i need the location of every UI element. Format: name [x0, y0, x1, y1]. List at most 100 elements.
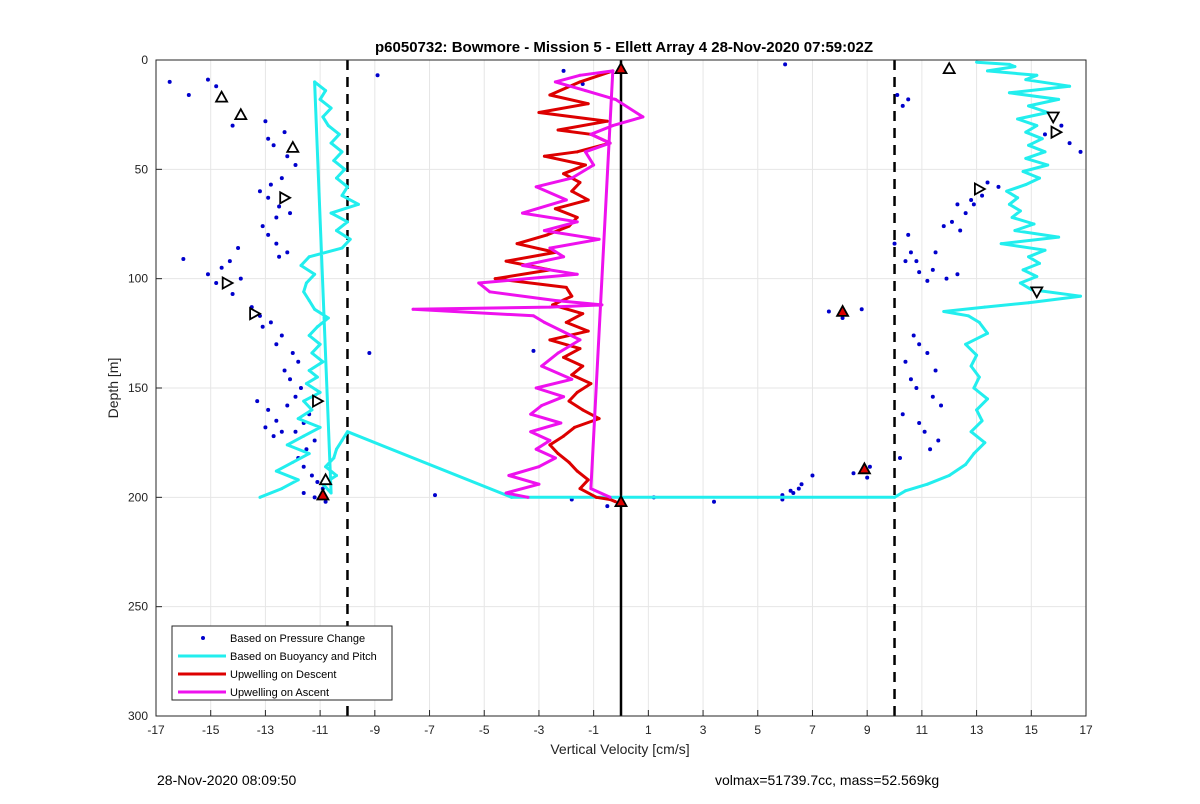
- series-point: [578, 80, 582, 84]
- series-point: [307, 334, 311, 338]
- series-point: [1018, 281, 1022, 285]
- x-tick-label: -9: [369, 723, 380, 737]
- series-point: [583, 89, 587, 93]
- pressure-point: [917, 342, 922, 347]
- pressure-point: [933, 250, 938, 255]
- series-point: [548, 438, 552, 442]
- y-tick-label: 200: [128, 490, 148, 504]
- x-tick-label: -5: [479, 723, 490, 737]
- series-point: [583, 150, 587, 154]
- series-point: [1035, 124, 1039, 128]
- pressure-point: [290, 351, 295, 356]
- series-point: [304, 281, 308, 285]
- legend-label: Based on Pressure Change: [230, 633, 365, 645]
- triangle-marker: [315, 487, 330, 501]
- pressure-point: [285, 250, 290, 255]
- series-point: [608, 498, 612, 502]
- pressure-point: [277, 204, 282, 209]
- pressure-point: [285, 154, 290, 159]
- series-point: [972, 452, 976, 456]
- triangle-marker: [312, 394, 325, 409]
- pressure-point: [840, 316, 845, 321]
- pressure-point: [799, 482, 804, 487]
- pressure-point: [892, 241, 897, 246]
- pressure-point: [266, 232, 271, 237]
- triangle-marker: [285, 140, 300, 153]
- series-point: [562, 434, 566, 438]
- series-point: [296, 478, 300, 482]
- legend-swatch-points: [201, 636, 205, 640]
- series-point: [531, 314, 535, 318]
- pressure-point: [791, 490, 796, 495]
- series-point: [600, 303, 604, 307]
- series-point: [611, 69, 615, 73]
- triangle-marker: [1029, 286, 1044, 300]
- series-point: [583, 163, 587, 167]
- pressure-point: [783, 62, 788, 67]
- legend-items: Based on Pressure Change Based on Buoyanc…: [178, 633, 377, 699]
- pressure-point: [263, 119, 268, 124]
- series-point: [335, 473, 339, 477]
- triangle-marker: [318, 472, 333, 486]
- series-point: [570, 294, 574, 298]
- series-point: [1027, 143, 1031, 147]
- series-point: [1007, 202, 1011, 206]
- pressure-point: [580, 82, 585, 87]
- series-point: [578, 180, 582, 184]
- series-point: [1079, 294, 1083, 298]
- triangle-marker: [613, 61, 629, 74]
- pressure-point: [219, 265, 224, 270]
- series-point: [477, 281, 481, 285]
- series-point: [488, 290, 492, 294]
- pressure-point: [312, 438, 317, 443]
- series-point: [313, 307, 317, 311]
- series-point: [318, 390, 322, 394]
- pressure-point: [274, 418, 279, 423]
- pressure-point: [271, 434, 276, 439]
- pressure-point: [914, 386, 919, 390]
- pressure-point: [944, 276, 949, 281]
- series-line: [411, 69, 645, 499]
- pressure-point: [867, 464, 872, 469]
- series-point: [980, 419, 984, 423]
- series-point: [307, 369, 311, 373]
- series-point: [521, 264, 525, 268]
- series-point: [1032, 222, 1036, 226]
- series-point: [280, 487, 284, 491]
- pressure-point: [288, 211, 293, 216]
- series-point: [332, 456, 336, 460]
- pressure-point: [186, 92, 191, 97]
- pressure-point: [296, 359, 301, 364]
- series-point: [340, 246, 344, 250]
- pressure-point: [205, 77, 210, 82]
- series-point: [562, 355, 566, 359]
- axis-ticks: -17 -15 -13 -11 -9 -7 -5 -3 -1 1 3 5 7 9 11 13 15 1705010…: [128, 53, 1093, 737]
- series-point: [1021, 170, 1025, 174]
- pressure-point: [900, 103, 905, 108]
- series-point: [326, 316, 330, 320]
- pressure-point: [531, 348, 536, 353]
- x-tick-label: -17: [147, 723, 165, 737]
- pressure-point: [323, 499, 328, 504]
- series-point: [315, 375, 319, 379]
- series-point: [335, 229, 339, 233]
- series-point: [1024, 130, 1028, 134]
- pressure-point: [561, 68, 566, 73]
- chart-legend: Based on Pressure Change Based on Buoyanc…: [171, 625, 393, 701]
- series-point: [274, 469, 278, 473]
- triangle-marker: [1050, 125, 1064, 140]
- x-tick-label: -15: [202, 723, 220, 737]
- series-point: [575, 272, 579, 276]
- pressure-point: [268, 182, 273, 187]
- x-tick-label: 15: [1025, 723, 1039, 737]
- footer-timestamp: 28-Nov-2020 08:09:50: [157, 772, 297, 788]
- pressure-point: [277, 254, 282, 259]
- series-point: [329, 491, 333, 495]
- pressure-point: [298, 386, 303, 390]
- series-point: [348, 237, 352, 241]
- pressure-point: [315, 480, 320, 485]
- data-series: [167, 60, 1083, 509]
- legend-box: [171, 625, 393, 701]
- x-tick-label: 1: [645, 723, 652, 737]
